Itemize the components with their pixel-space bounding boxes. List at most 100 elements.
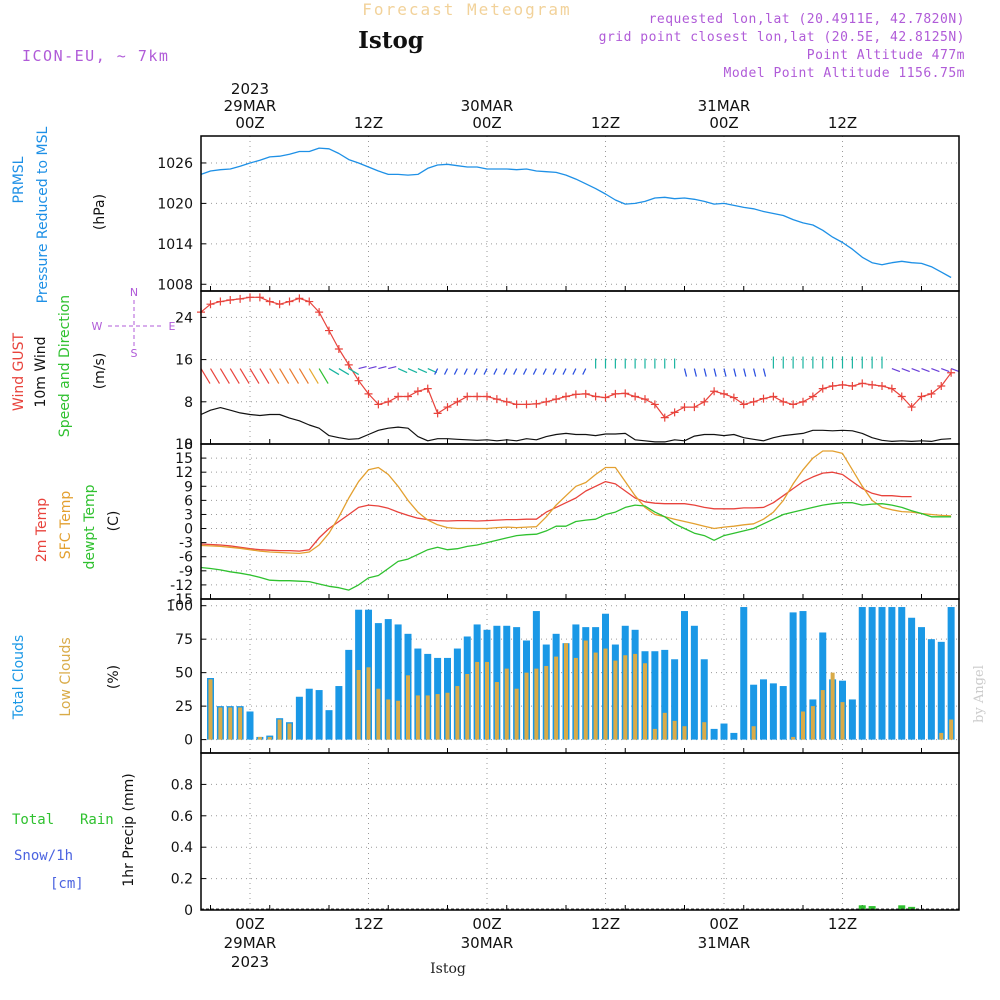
gust-point <box>265 297 274 306</box>
low-cloud-bar <box>238 707 243 740</box>
gust-point <box>423 384 432 393</box>
gust-point <box>236 294 245 303</box>
wind-arrow <box>891 367 901 373</box>
y-tick-label: -15 <box>170 592 193 608</box>
wind-arrow <box>582 368 587 375</box>
total-cloud-bar <box>394 624 402 740</box>
low-cloud-bar <box>593 652 598 740</box>
total-cloud-bar <box>384 619 392 740</box>
wind-arrow <box>473 368 478 375</box>
low-cloud-bar <box>277 719 282 740</box>
wind-compass-legend: W E N S <box>92 286 176 360</box>
gust-point <box>887 384 896 393</box>
gust-point <box>749 397 758 406</box>
bottom-time-label: 2023 <box>231 953 269 971</box>
wind-arrow <box>911 367 920 373</box>
wind-arrow <box>279 368 290 384</box>
gust-point <box>364 389 373 398</box>
low-cloud-bar <box>425 695 430 740</box>
gust-point <box>532 399 541 408</box>
precip-rain-label: Rain <box>80 812 114 828</box>
gust-point <box>660 413 669 422</box>
y-tick-label: 24 <box>175 310 193 326</box>
wind-arrow <box>713 368 717 377</box>
wind-arrow <box>762 368 767 377</box>
wind-arrow <box>259 368 270 384</box>
wind-arrow <box>388 365 397 370</box>
gust-point <box>937 381 946 390</box>
gust-point <box>907 403 916 412</box>
bottom-time-label: 00Z <box>235 915 264 933</box>
gust-point <box>858 379 867 388</box>
low-cloud-bar <box>356 669 361 740</box>
low-cloud-bar <box>652 728 657 740</box>
chart-title: Forecast Meteogram <box>362 0 571 19</box>
gust-point <box>374 400 383 409</box>
sfc-temp-line <box>200 450 952 555</box>
top-time-label: 12Z <box>828 114 857 132</box>
wind-arrow <box>308 368 319 384</box>
gust-label: Wind GUST <box>11 332 27 411</box>
low-cloud-bar <box>475 661 480 740</box>
y-tick-label: 1008 <box>157 277 193 293</box>
low-cloud-bar <box>406 675 410 740</box>
precip-unit-label: 1hr Precip (mm) <box>121 773 137 886</box>
y-tick-label: 25 <box>175 699 193 715</box>
low-cloud-bar <box>554 656 559 740</box>
y-tick-label: -3 <box>179 536 193 552</box>
temp2m-line <box>200 471 912 552</box>
total-cloud-bar <box>661 649 669 740</box>
temp-unit-label: (C) <box>106 511 122 532</box>
frame-layer <box>200 135 960 911</box>
gust-point <box>334 345 343 354</box>
y-tick-label: 6 <box>184 493 193 509</box>
total-cloud-bar <box>295 696 303 740</box>
wind-unit-label: (m/s) <box>92 353 108 390</box>
y-tick-label: 12 <box>175 465 193 481</box>
precip-bar <box>908 906 916 910</box>
total-cloud-bar <box>799 611 807 740</box>
wind-arrow <box>288 368 300 384</box>
wind-arrow <box>348 368 360 376</box>
y-tick-label: 0 <box>184 437 193 453</box>
total-cloud-bar <box>690 625 698 740</box>
top-time-label: 2023 <box>231 80 269 98</box>
low-cloud-bar <box>376 688 381 740</box>
low-cloud-bar <box>494 682 499 740</box>
total-cloud-bar <box>819 632 827 740</box>
credit-text: by Angel <box>972 665 987 723</box>
low-cloud-bar <box>208 679 213 740</box>
gust-point <box>394 392 403 401</box>
total-cloud-bar <box>710 728 718 740</box>
station-name: Istog <box>358 27 424 54</box>
total-cloud-bar <box>947 607 955 740</box>
wind-arrow <box>941 367 950 373</box>
wind10m-label: 10m Wind <box>33 336 49 407</box>
wind-arrow <box>269 368 280 384</box>
gust-point <box>315 308 324 317</box>
wind-arrow <box>200 368 211 384</box>
wind-arrow <box>378 365 387 370</box>
total-cloud-bar <box>374 623 382 740</box>
gust-point <box>808 392 817 401</box>
wind-arrow <box>298 368 309 384</box>
low-cloud-bar <box>534 668 539 740</box>
total-cloud-bar <box>305 688 313 740</box>
compass-east: E <box>169 320 176 333</box>
total-cloud-bar <box>769 683 777 740</box>
compass-north: N <box>130 286 138 299</box>
total-cloud-bar <box>760 679 767 740</box>
total-cloud-bar <box>937 641 945 740</box>
wind-arrow <box>683 368 688 377</box>
low-cloud-bar <box>524 672 529 740</box>
precip-cm-label: [cm] <box>50 876 84 892</box>
y-tick-label: 3 <box>184 507 193 523</box>
total-cloud-bar <box>720 723 728 740</box>
wind-arrow <box>249 368 260 384</box>
bottom-time-label: 12Z <box>828 915 857 933</box>
panel-frame <box>200 752 960 911</box>
gust-point <box>413 387 422 396</box>
gust-point <box>700 397 709 406</box>
low-cloud-bar <box>801 711 805 740</box>
gust-point <box>384 397 393 406</box>
